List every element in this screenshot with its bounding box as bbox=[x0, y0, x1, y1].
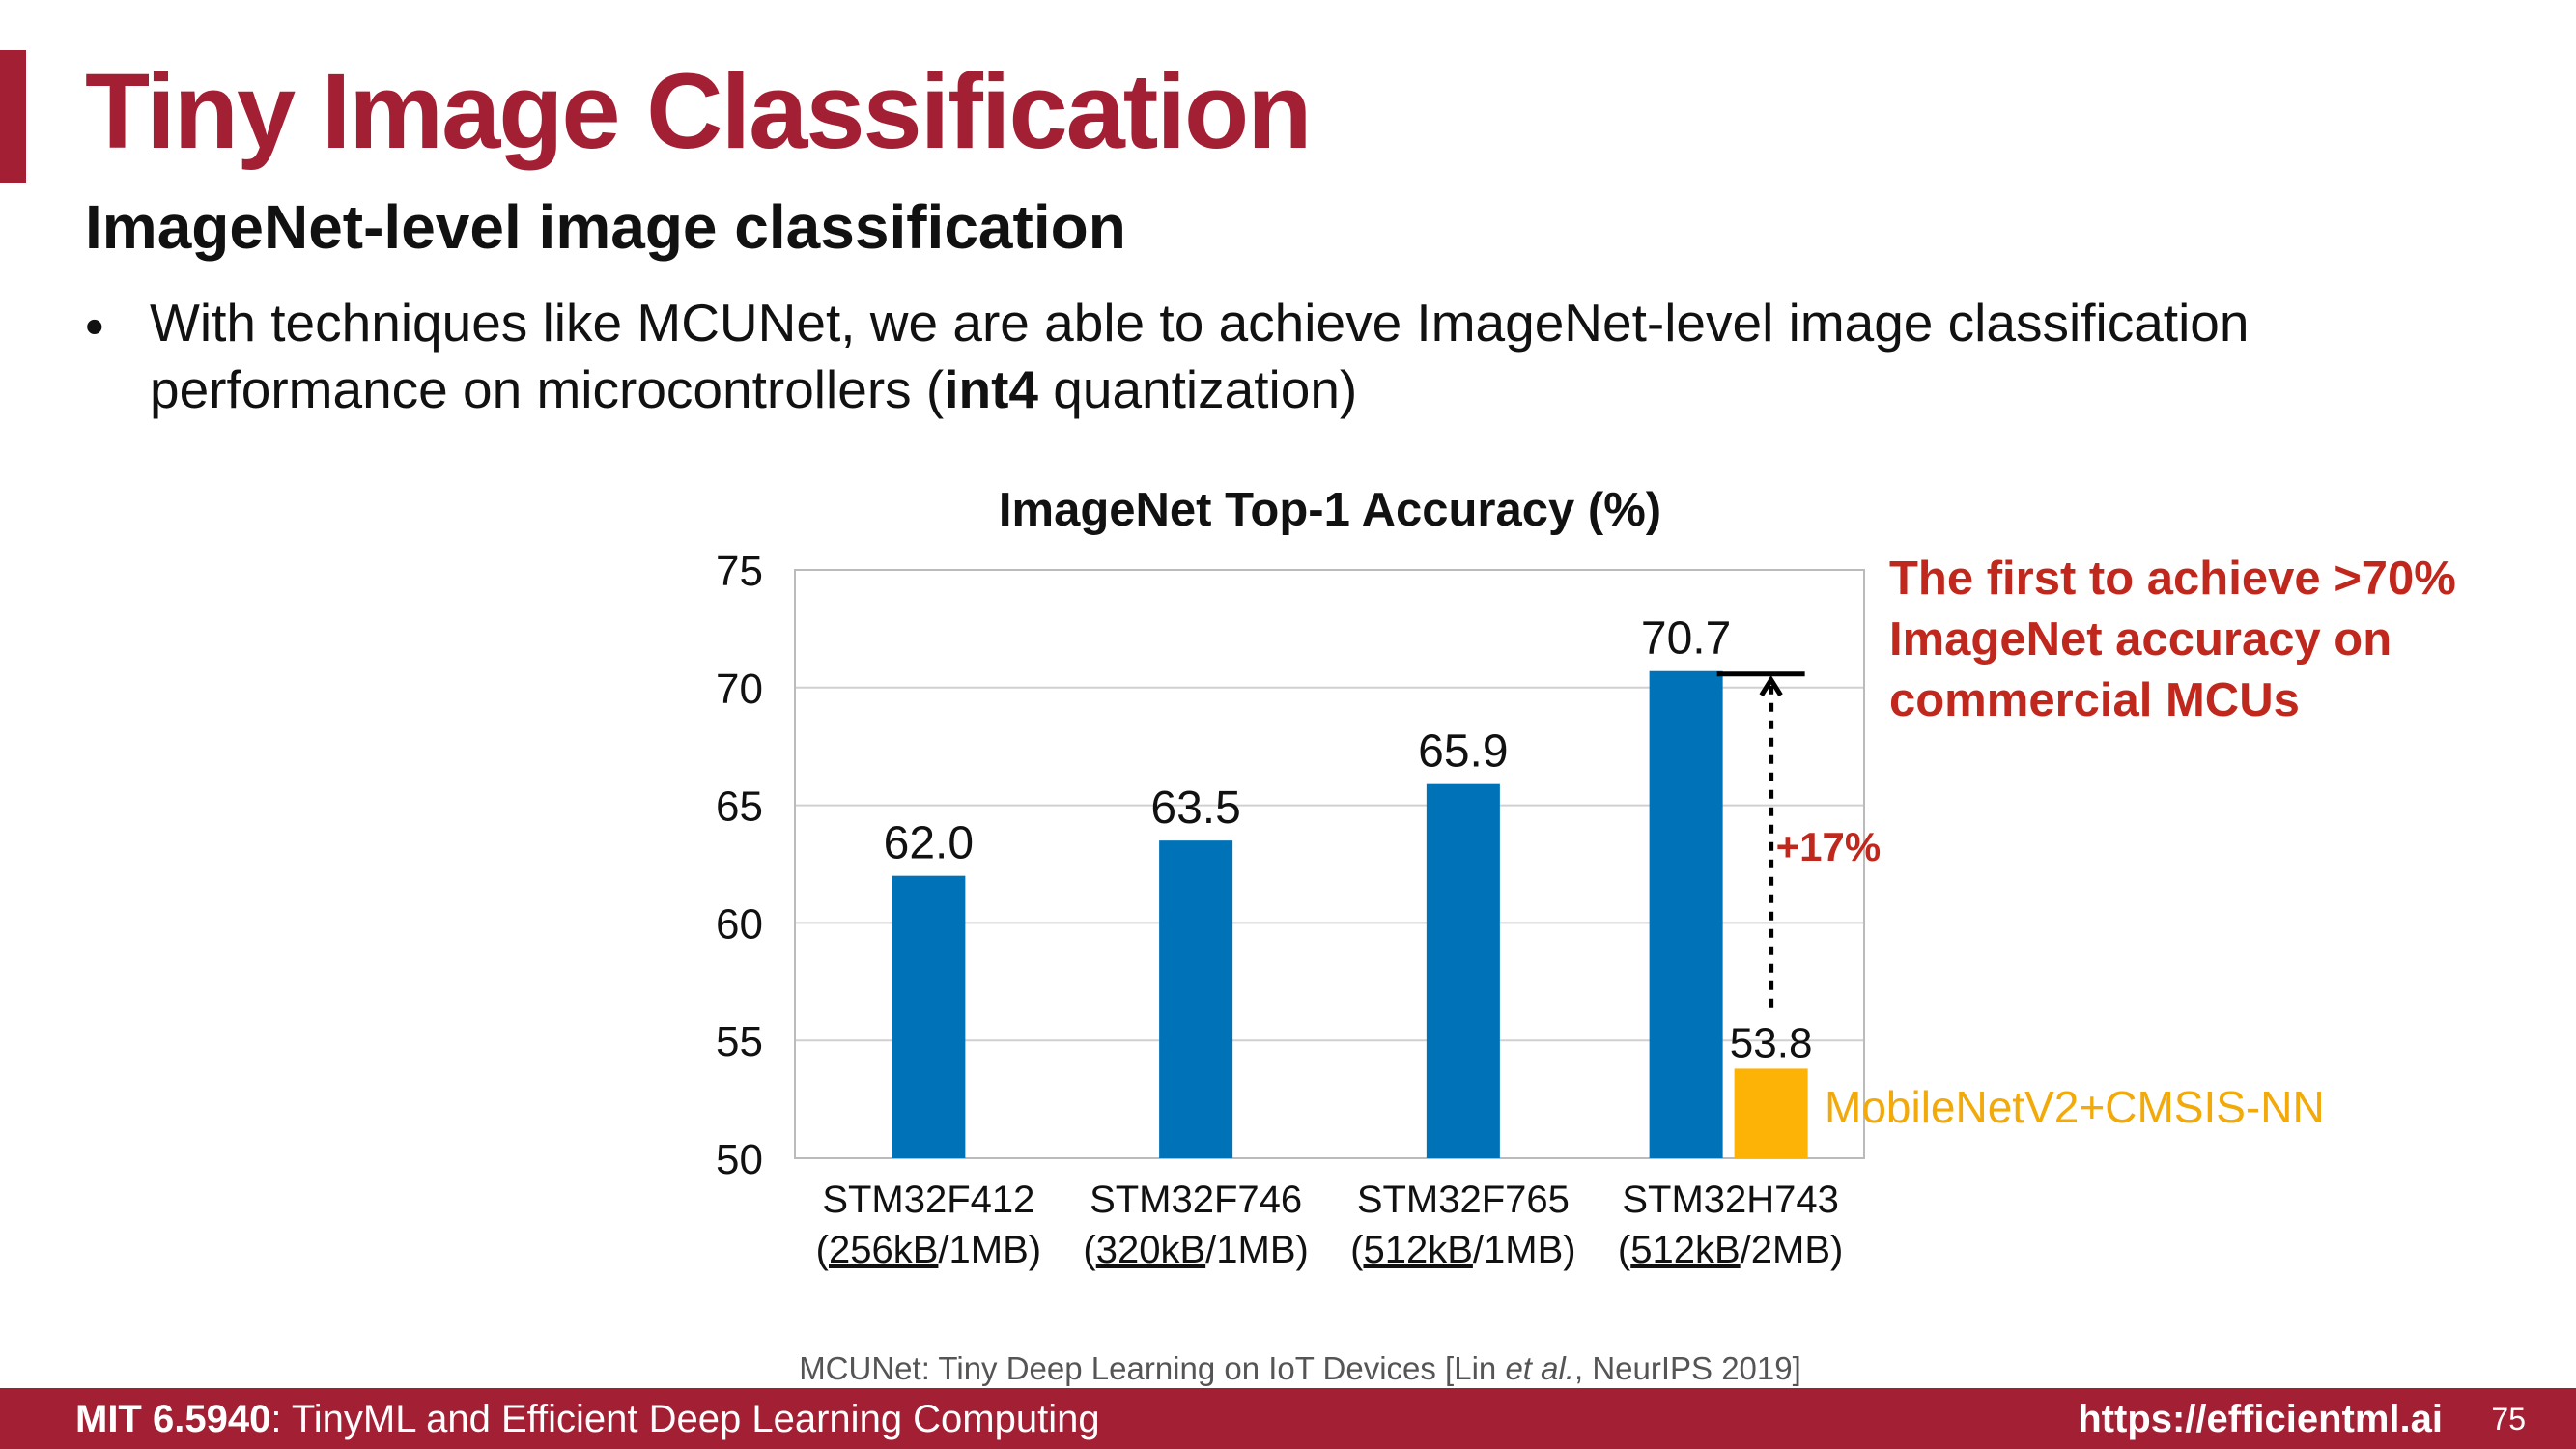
bullet-text-end: quantization) bbox=[1038, 359, 1358, 419]
citation-italic: et al. bbox=[1505, 1350, 1574, 1386]
bullet-text-start: With techniques like MCUNet, we are able… bbox=[150, 293, 2250, 419]
course-code: MIT 6.5940 bbox=[75, 1398, 271, 1440]
x-category-name: STM32H743 bbox=[1622, 1179, 1839, 1221]
y-tick-label: 65 bbox=[716, 783, 763, 831]
citation-text: MCUNet: Tiny Deep Learning on IoT Device… bbox=[799, 1350, 1506, 1386]
y-tick-label: 55 bbox=[716, 1018, 763, 1065]
bar-mcunet bbox=[1426, 783, 1500, 1158]
citation: MCUNet: Tiny Deep Learning on IoT Device… bbox=[0, 1350, 2576, 1387]
bullet-text: With techniques like MCUNet, we are able… bbox=[150, 290, 2516, 423]
x-category-memory: (512kB/2MB) bbox=[1618, 1229, 1843, 1271]
baseline-series-label: MobileNetV2+CMSIS-NN bbox=[1825, 1082, 2325, 1132]
slide-subtitle: ImageNet-level image classification bbox=[85, 192, 1126, 262]
x-category-name: STM32F412 bbox=[822, 1179, 1034, 1221]
chart-title: ImageNet Top-1 Accuracy (%) bbox=[999, 484, 1661, 536]
plot-frame bbox=[794, 569, 1865, 1159]
x-category-name: STM32F746 bbox=[1090, 1179, 1302, 1221]
baseline-data-label: 53.8 bbox=[1730, 1019, 1813, 1066]
x-category-memory: (320kB/1MB) bbox=[1083, 1229, 1308, 1271]
title-accent-bar bbox=[0, 50, 26, 183]
improvement-label: +17% bbox=[1776, 824, 1882, 869]
y-tick-label: 70 bbox=[716, 666, 763, 713]
y-tick-label: 60 bbox=[716, 900, 763, 948]
bar-mcunet bbox=[1159, 840, 1233, 1158]
footer-bar: MIT 6.5940: TinyML and Efficient Deep Le… bbox=[0, 1388, 2576, 1449]
bar-mcunet bbox=[892, 875, 966, 1158]
data-label: 63.5 bbox=[1150, 782, 1240, 834]
x-category-memory: (256kB/1MB) bbox=[816, 1229, 1041, 1271]
improvement-arrow: +17% bbox=[1716, 671, 1882, 1011]
data-label: 70.7 bbox=[1641, 613, 1731, 665]
slide-title: Tiny Image Classification bbox=[85, 52, 1312, 171]
course-name: : TinyML and Efficient Deep Learning Com… bbox=[270, 1398, 1100, 1440]
y-tick-label: 75 bbox=[716, 548, 763, 595]
x-category-name: STM32F765 bbox=[1357, 1179, 1570, 1221]
bullet-marker: • bbox=[85, 296, 104, 356]
citation-venue: , NeurIPS 2019] bbox=[1573, 1350, 1801, 1386]
y-tick-label: 50 bbox=[716, 1136, 763, 1183]
data-label: 65.9 bbox=[1418, 726, 1508, 778]
course-title: MIT 6.5940: TinyML and Efficient Deep Le… bbox=[75, 1398, 1100, 1441]
bar-baseline bbox=[1734, 1068, 1808, 1158]
page-number: 75 bbox=[2491, 1402, 2526, 1436]
bar-mcunet bbox=[1649, 670, 1723, 1158]
course-url-link[interactable]: https://efficientml.ai bbox=[2078, 1398, 2443, 1440]
x-category-memory: (512kB/1MB) bbox=[1350, 1229, 1575, 1271]
arrow-head bbox=[1759, 675, 1783, 697]
annotation-headline: The first to achieve >70% ImageNet accur… bbox=[1889, 553, 2456, 726]
accuracy-bar-chart: ImageNet Top-1 Accuracy (%) 50 55 60 65 70 75… bbox=[716, 484, 2325, 1271]
bullet-bold-term: int4 bbox=[944, 359, 1039, 419]
data-label: 62.0 bbox=[884, 818, 974, 869]
